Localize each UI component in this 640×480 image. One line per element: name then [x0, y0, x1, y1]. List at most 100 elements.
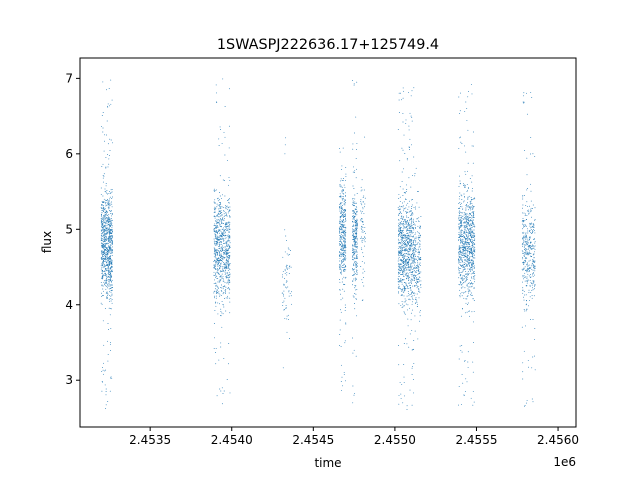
data-point: [224, 286, 226, 288]
data-point: [340, 269, 342, 271]
data-point: [215, 216, 217, 218]
data-point: [107, 251, 109, 253]
data-point: [466, 217, 468, 219]
data-point: [354, 211, 356, 213]
data-point: [355, 289, 357, 291]
data-point: [344, 199, 346, 201]
data-point: [418, 251, 420, 253]
data-point: [221, 403, 223, 405]
data-point: [461, 266, 462, 268]
data-point: [459, 247, 461, 249]
data-point: [353, 218, 355, 220]
data-point: [461, 374, 463, 376]
data-point: [401, 239, 403, 241]
data-point: [413, 264, 415, 266]
data-point: [401, 212, 403, 214]
data-point: [407, 229, 409, 231]
data-point: [339, 231, 341, 233]
data-point: [216, 218, 218, 220]
data-point: [354, 308, 356, 310]
data-point: [407, 254, 409, 256]
data-point: [465, 280, 467, 281]
data-point: [398, 222, 400, 224]
data-point: [216, 284, 218, 286]
data-point: [340, 241, 342, 243]
data-point: [354, 229, 356, 231]
data-point: [214, 244, 216, 246]
data-point: [460, 252, 462, 254]
data-point: [403, 279, 405, 281]
data-point: [460, 272, 462, 273]
data-point: [100, 187, 102, 189]
data-point: [213, 271, 215, 273]
data-point: [108, 288, 110, 290]
data-point: [340, 185, 342, 187]
data-point: [339, 260, 341, 262]
data-point: [339, 253, 341, 255]
data-point: [467, 268, 469, 270]
data-point: [360, 227, 362, 229]
data-point: [418, 297, 420, 299]
data-point: [398, 273, 399, 275]
data-point: [403, 210, 405, 212]
data-point: [414, 262, 416, 264]
data-point: [404, 260, 406, 262]
data-point: [101, 201, 103, 203]
data-point: [412, 248, 414, 250]
data-point: [466, 213, 468, 215]
data-point: [106, 292, 108, 294]
data-point: [108, 266, 110, 268]
data-point: [107, 105, 109, 107]
data-point: [105, 267, 106, 269]
data-point: [224, 257, 225, 259]
data-point: [405, 264, 407, 266]
data-point: [103, 207, 105, 209]
data-point: [469, 217, 470, 219]
x-tick-label: 2.4555: [455, 433, 497, 447]
data-point: [361, 260, 363, 262]
data-point: [459, 284, 461, 286]
data-point: [458, 186, 460, 188]
data-point: [227, 253, 229, 255]
data-point: [531, 263, 533, 265]
data-point: [356, 219, 358, 221]
data-point: [463, 200, 465, 202]
data-point: [524, 224, 526, 226]
data-point: [458, 386, 460, 388]
data-point: [523, 92, 525, 94]
data-point: [110, 267, 112, 269]
data-point: [411, 365, 413, 367]
data-point: [286, 268, 288, 270]
data-point: [406, 235, 408, 237]
data-point: [356, 246, 358, 247]
data-point: [400, 239, 402, 241]
data-point: [342, 259, 344, 261]
data-point: [344, 310, 346, 312]
data-point: [411, 120, 413, 122]
data-point: [399, 226, 401, 228]
data-point: [412, 227, 413, 229]
data-point: [215, 243, 217, 245]
data-point: [106, 254, 108, 256]
data-point: [354, 216, 356, 218]
data-point: [102, 217, 104, 219]
data-point: [354, 228, 356, 229]
data-point: [219, 259, 221, 261]
data-point: [469, 228, 471, 230]
data-point: [221, 247, 223, 249]
data-point: [226, 258, 228, 260]
data-point: [355, 228, 357, 230]
data-point: [345, 252, 347, 254]
data-point: [220, 290, 222, 291]
data-point: [224, 180, 226, 182]
data-point: [418, 273, 420, 275]
data-point: [342, 246, 344, 248]
data-point: [471, 276, 473, 278]
data-point: [470, 218, 472, 220]
data-point: [466, 285, 468, 287]
data-point: [409, 333, 411, 335]
data-point: [344, 192, 346, 194]
data-point: [404, 153, 406, 154]
data-point: [286, 240, 287, 242]
data-point: [229, 179, 231, 181]
